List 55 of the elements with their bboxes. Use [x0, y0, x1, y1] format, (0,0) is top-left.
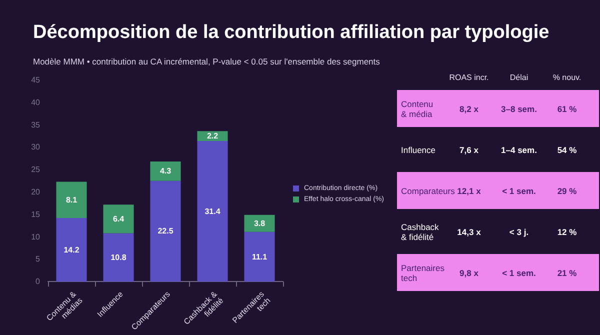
text: 9,8 x [460, 268, 478, 278]
data-label: 14.2 [64, 245, 80, 254]
text: 7,6 x [460, 144, 478, 154]
data-label: 31.4 [204, 206, 221, 216]
y-tick-label: 0 [36, 277, 41, 286]
category-label: ROAS incr. [448, 73, 490, 82]
text: 12,1 x [457, 186, 481, 196]
bar [103, 204, 134, 234]
text: 21 % [557, 268, 577, 278]
y-tick-label: 35 [31, 120, 41, 130]
text: < 1 sem. [502, 268, 536, 278]
data-label: 8.1 [66, 195, 78, 204]
text: 8,2 x [460, 104, 478, 114]
category-label: Partenaires tech [401, 262, 444, 282]
chart-subtitle: Modèle MMM • contribution au CA incrémental, P-value < 0.05 sur l'ensemble des segments [33, 56, 380, 66]
bar [150, 162, 181, 181]
data-label: 4.3 [160, 166, 172, 176]
y-tick-label: 5 [36, 254, 41, 264]
text: 1–4 sem. [501, 144, 537, 154]
text: < 3 j. [509, 226, 529, 236]
y-tick-label: 15 [31, 210, 41, 219]
text: < 1 sem. [502, 186, 536, 196]
chart-title: Décomposition de la contribution affiliation par typologie [33, 22, 550, 43]
y-tick-label: 30 [31, 142, 41, 152]
y-tick-label: 20 [31, 188, 41, 197]
text: 54 % [557, 144, 577, 154]
bar [244, 232, 275, 282]
category-label: Influence [401, 144, 436, 154]
category-label: Cashback & fidélité [401, 222, 439, 242]
y-tick-label: 25 [31, 165, 41, 174]
y-tick-label: 40 [31, 98, 41, 107]
text: 14,3 x [457, 226, 481, 236]
bar [150, 180, 181, 282]
bar [56, 218, 87, 282]
bar [56, 182, 87, 218]
bar [197, 140, 228, 282]
category-label: Contenu & média [401, 98, 434, 118]
text: 12 % [557, 226, 577, 236]
bar [244, 214, 275, 232]
text: 29 % [557, 186, 577, 196]
text: 61 % [557, 104, 577, 114]
data-label: 11.1 [252, 252, 268, 262]
text: 3–8 sem. [501, 104, 537, 114]
data-label: 22.5 [158, 226, 174, 236]
category-label: Comparateurs [401, 186, 455, 196]
data-label: 10.8 [110, 252, 127, 262]
category-label: % nouv. [552, 73, 582, 82]
y-tick-label: 45 [31, 76, 41, 84]
category-label: Délai [508, 73, 530, 82]
y-tick-label: 10 [31, 232, 41, 242]
data-label: 6.4 [112, 214, 125, 224]
bar [197, 131, 228, 141]
data-label: 3.8 [254, 218, 266, 228]
data-label: 2.2 [206, 132, 219, 141]
bar [103, 233, 134, 282]
